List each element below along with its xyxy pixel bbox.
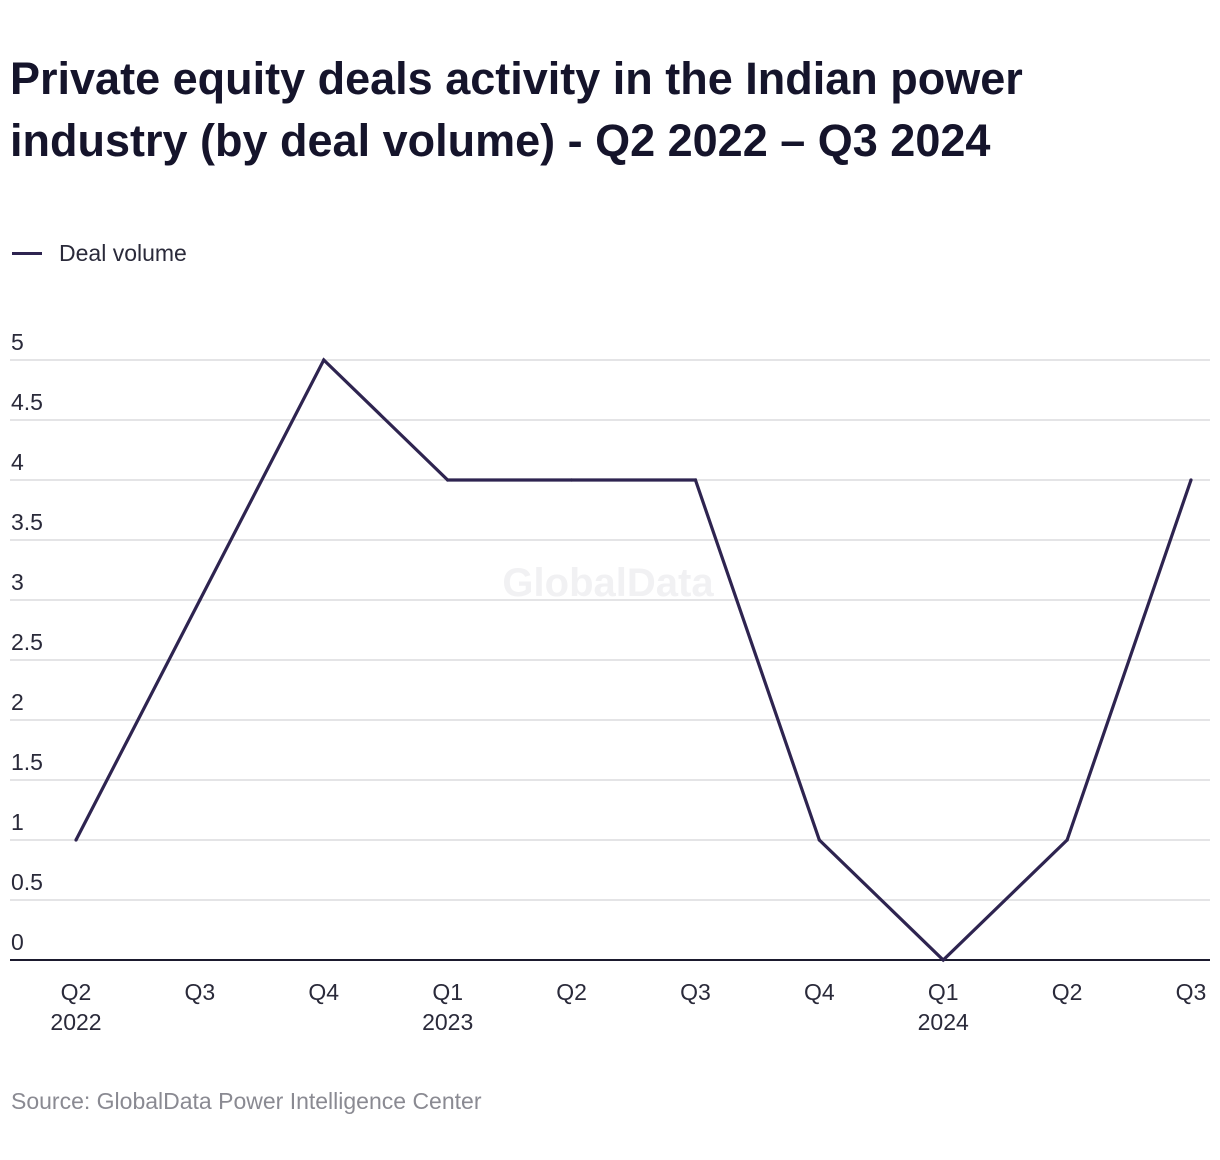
y-tick-label: 4 <box>11 449 24 475</box>
x-tick-label: Q2 <box>556 979 587 1005</box>
y-tick-label: 4.5 <box>11 389 43 415</box>
x-tick-label: Q2 2022 <box>50 979 101 1035</box>
data-point <box>1189 478 1193 482</box>
data-point <box>446 478 450 482</box>
data-point <box>569 478 574 482</box>
y-tick-label: 1 <box>11 809 24 835</box>
y-axis: 0 0.5 1 1.5 2 2.5 3 3.5 4 4.5 5 <box>11 329 43 955</box>
data-point <box>693 478 698 482</box>
legend-swatch-deal-volume <box>12 252 42 255</box>
data-point <box>322 358 326 362</box>
data-point <box>74 838 78 842</box>
data-point <box>817 838 821 842</box>
y-tick-label: 2 <box>11 689 24 715</box>
y-tick-label: 1.5 <box>11 749 43 775</box>
x-tick-label: Q3 <box>1176 979 1207 1005</box>
gridlines <box>10 359 1210 961</box>
x-tick-label: Q3 <box>680 979 711 1005</box>
y-tick-label: 5 <box>11 329 24 355</box>
data-point <box>1065 838 1069 842</box>
series-line-deal-volume <box>74 357 1193 963</box>
series-deal-volume <box>74 357 1193 963</box>
data-point <box>941 958 945 962</box>
chart-title: Private equity deals activity in the Ind… <box>10 53 1023 166</box>
x-tick-label: Q1 2024 <box>918 979 969 1035</box>
x-tick-label: Q2 <box>1052 979 1083 1005</box>
legend: Deal volume <box>12 240 187 267</box>
x-tick-label: Q1 2023 <box>422 979 473 1035</box>
x-tick-label: Q4 <box>308 979 339 1005</box>
x-tick-label: Q4 <box>804 979 835 1005</box>
y-tick-label: 0.5 <box>11 869 43 895</box>
data-point <box>198 598 202 602</box>
x-axis: Q2 2022 Q3 Q4 Q1 2023 Q2 Q3 Q4 Q1 2024 Q2 Q3 <box>50 979 1206 1035</box>
y-tick-label: 3 <box>11 569 24 595</box>
line-chart: GlobalData 00.511.522.533.544.55 Q2 2022Q… <box>10 329 1210 1035</box>
source-note: Source: GlobalData Power Intelligence Ce… <box>11 1088 482 1114</box>
x-tick-label: Q3 <box>185 979 216 1005</box>
y-tick-label: 3.5 <box>11 509 43 535</box>
y-tick-label: 2.5 <box>11 629 43 655</box>
watermark: GlobalData <box>502 561 714 605</box>
legend-label-deal-volume: Deal volume <box>59 240 187 266</box>
y-tick-label: 0 <box>11 929 24 955</box>
